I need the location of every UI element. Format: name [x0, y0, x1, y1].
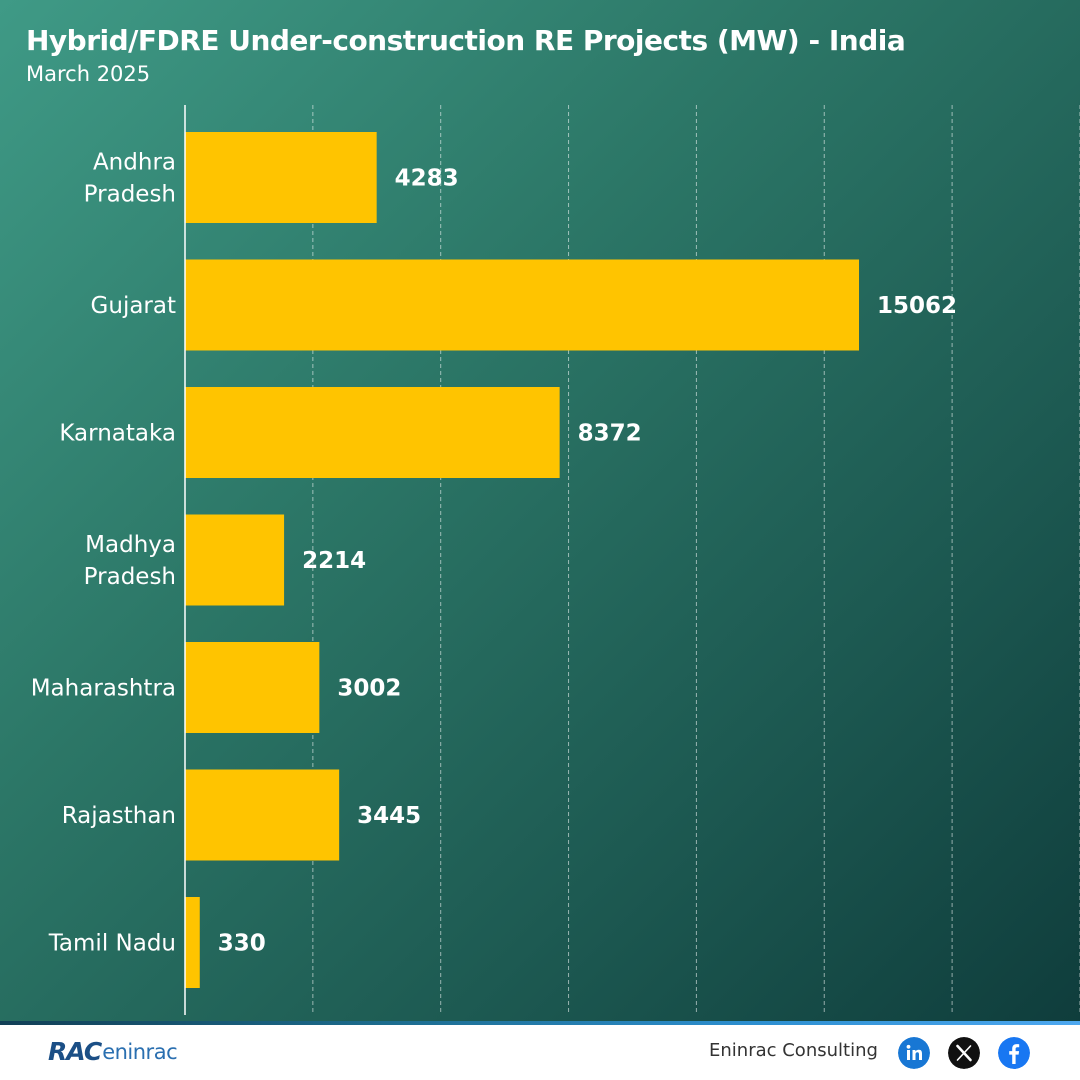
bar — [185, 642, 320, 733]
footer-accent-strip — [0, 1021, 1080, 1025]
data-label: 330 — [218, 931, 266, 957]
x-icon[interactable] — [948, 1037, 980, 1069]
data-label: 3445 — [357, 803, 421, 829]
data-label: 15062 — [877, 293, 957, 319]
facebook-icon[interactable] — [998, 1037, 1030, 1069]
category-label: Karnataka — [59, 421, 176, 447]
bar — [185, 259, 860, 351]
bar — [185, 769, 340, 861]
data-label: 4283 — [395, 166, 459, 192]
category-label: Pradesh — [84, 564, 176, 590]
bar-chart: 4283 Andhra Pradesh 15062 Gujarat 8372 Karnata… — [31, 132, 957, 988]
company-name: Eninrac Consulting — [709, 1040, 878, 1061]
linkedin-icon[interactable] — [898, 1037, 930, 1069]
bar — [185, 387, 560, 478]
bar — [185, 897, 200, 988]
chart-title: Hybrid/FDRE Under-construction RE Projec… — [26, 24, 906, 57]
data-label: 2214 — [302, 548, 366, 574]
category-label: Madhya — [85, 532, 176, 558]
data-label: 8372 — [578, 421, 642, 447]
category-label: Tamil Nadu — [48, 931, 176, 957]
category-label: Maharashtra — [31, 676, 176, 702]
category-label: Pradesh — [84, 182, 176, 208]
bar — [185, 132, 377, 223]
category-label: Rajasthan — [62, 803, 176, 829]
chart-background: Hybrid/FDRE Under-construction RE Projec… — [0, 0, 1080, 1022]
logo-wordmark: eninrac — [102, 1040, 178, 1064]
category-label: Andhra — [93, 150, 176, 176]
data-label: 3002 — [337, 676, 401, 702]
category-label: Gujarat — [91, 293, 176, 319]
chart-subtitle: March 2025 — [26, 62, 151, 86]
logo-mark: RAC — [48, 1037, 102, 1066]
bar — [185, 514, 285, 606]
footer: RAC eninrac Eninrac Consulting — [0, 1025, 1080, 1080]
company-logo: RAC eninrac — [48, 1037, 178, 1067]
